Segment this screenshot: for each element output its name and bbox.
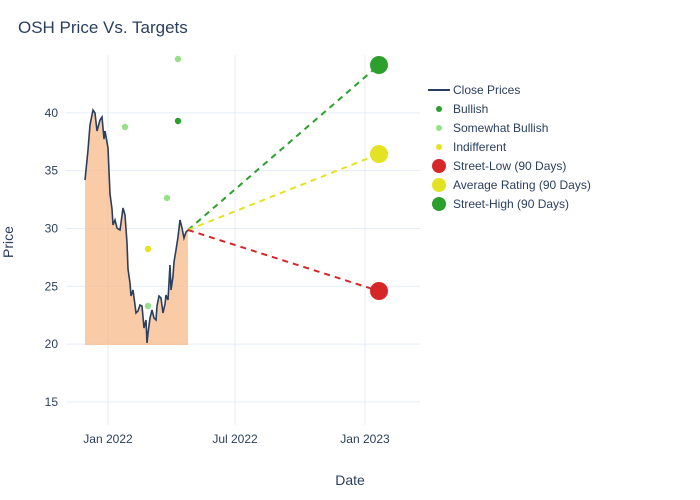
svg-text:35: 35 (45, 164, 59, 178)
legend-label: Close Prices (453, 83, 520, 97)
legend-item[interactable]: Street-Low (90 Days) (425, 156, 591, 175)
rating-scatter-points (122, 56, 181, 309)
legend-item[interactable]: Close Prices (425, 80, 591, 99)
svg-text:20: 20 (45, 337, 59, 351)
legend-item[interactable]: Bullish (425, 99, 591, 118)
chart-container: OSH Price Vs. Targets Price Date 1520253… (0, 0, 700, 500)
svg-text:40: 40 (45, 106, 59, 120)
target-markers (370, 56, 388, 300)
legend-swatch (425, 159, 453, 173)
legend-swatch (425, 89, 453, 91)
legend-label: Street-High (90 Days) (453, 197, 569, 211)
legend-swatch (425, 106, 453, 112)
legend-label: Somewhat Bullish (453, 121, 548, 135)
legend-swatch (425, 197, 453, 211)
svg-text:Jul 2022: Jul 2022 (212, 432, 258, 446)
legend-item[interactable]: Average Rating (90 Days) (425, 175, 591, 194)
price-area-fill (85, 110, 188, 345)
legend-item[interactable]: Indifferent (425, 137, 591, 156)
legend-swatch (425, 178, 453, 192)
y-axis-ticks: 15 20 25 30 35 40 (45, 106, 59, 409)
projection-lines (188, 65, 379, 291)
legend-swatch (425, 125, 453, 131)
legend-label: Indifferent (453, 140, 506, 154)
legend-label: Average Rating (90 Days) (453, 178, 591, 192)
legend: Close Prices Bullish Somewhat Bullish Indif… (425, 80, 591, 213)
svg-text:25: 25 (45, 279, 59, 293)
legend-item[interactable]: Street-High (90 Days) (425, 194, 591, 213)
chart-svg: 15 20 25 30 35 40 Jan 2022 Jul 2022 Jan 2023 (0, 0, 700, 500)
svg-text:Jan 2022: Jan 2022 (83, 432, 133, 446)
svg-text:15: 15 (45, 395, 59, 409)
legend-label: Bullish (453, 102, 488, 116)
svg-text:30: 30 (45, 221, 59, 235)
legend-label: Street-Low (90 Days) (453, 159, 566, 173)
x-axis-ticks: Jan 2022 Jul 2022 Jan 2023 (83, 432, 390, 446)
legend-swatch (425, 144, 453, 150)
legend-item[interactable]: Somewhat Bullish (425, 118, 591, 137)
svg-text:Jan 2023: Jan 2023 (340, 432, 390, 446)
